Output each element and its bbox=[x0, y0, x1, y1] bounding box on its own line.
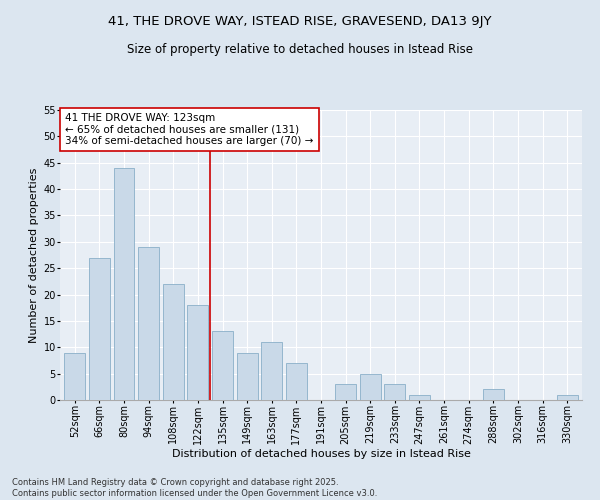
Bar bbox=[385, 384, 406, 400]
Bar bbox=[557, 394, 578, 400]
Bar bbox=[64, 352, 85, 400]
Bar bbox=[212, 332, 233, 400]
Bar bbox=[89, 258, 110, 400]
Bar bbox=[335, 384, 356, 400]
Bar bbox=[163, 284, 184, 400]
Y-axis label: Number of detached properties: Number of detached properties bbox=[29, 168, 39, 342]
Bar bbox=[138, 247, 159, 400]
Text: 41 THE DROVE WAY: 123sqm
← 65% of detached houses are smaller (131)
34% of semi-: 41 THE DROVE WAY: 123sqm ← 65% of detach… bbox=[65, 113, 314, 146]
Text: Size of property relative to detached houses in Istead Rise: Size of property relative to detached ho… bbox=[127, 42, 473, 56]
Bar bbox=[409, 394, 430, 400]
Bar bbox=[261, 342, 282, 400]
Text: 41, THE DROVE WAY, ISTEAD RISE, GRAVESEND, DA13 9JY: 41, THE DROVE WAY, ISTEAD RISE, GRAVESEN… bbox=[108, 15, 492, 28]
Bar bbox=[286, 363, 307, 400]
X-axis label: Distribution of detached houses by size in Istead Rise: Distribution of detached houses by size … bbox=[172, 449, 470, 459]
Text: Contains HM Land Registry data © Crown copyright and database right 2025.
Contai: Contains HM Land Registry data © Crown c… bbox=[12, 478, 377, 498]
Bar bbox=[236, 352, 257, 400]
Bar bbox=[360, 374, 381, 400]
Bar bbox=[113, 168, 134, 400]
Bar bbox=[187, 305, 208, 400]
Bar bbox=[483, 390, 504, 400]
